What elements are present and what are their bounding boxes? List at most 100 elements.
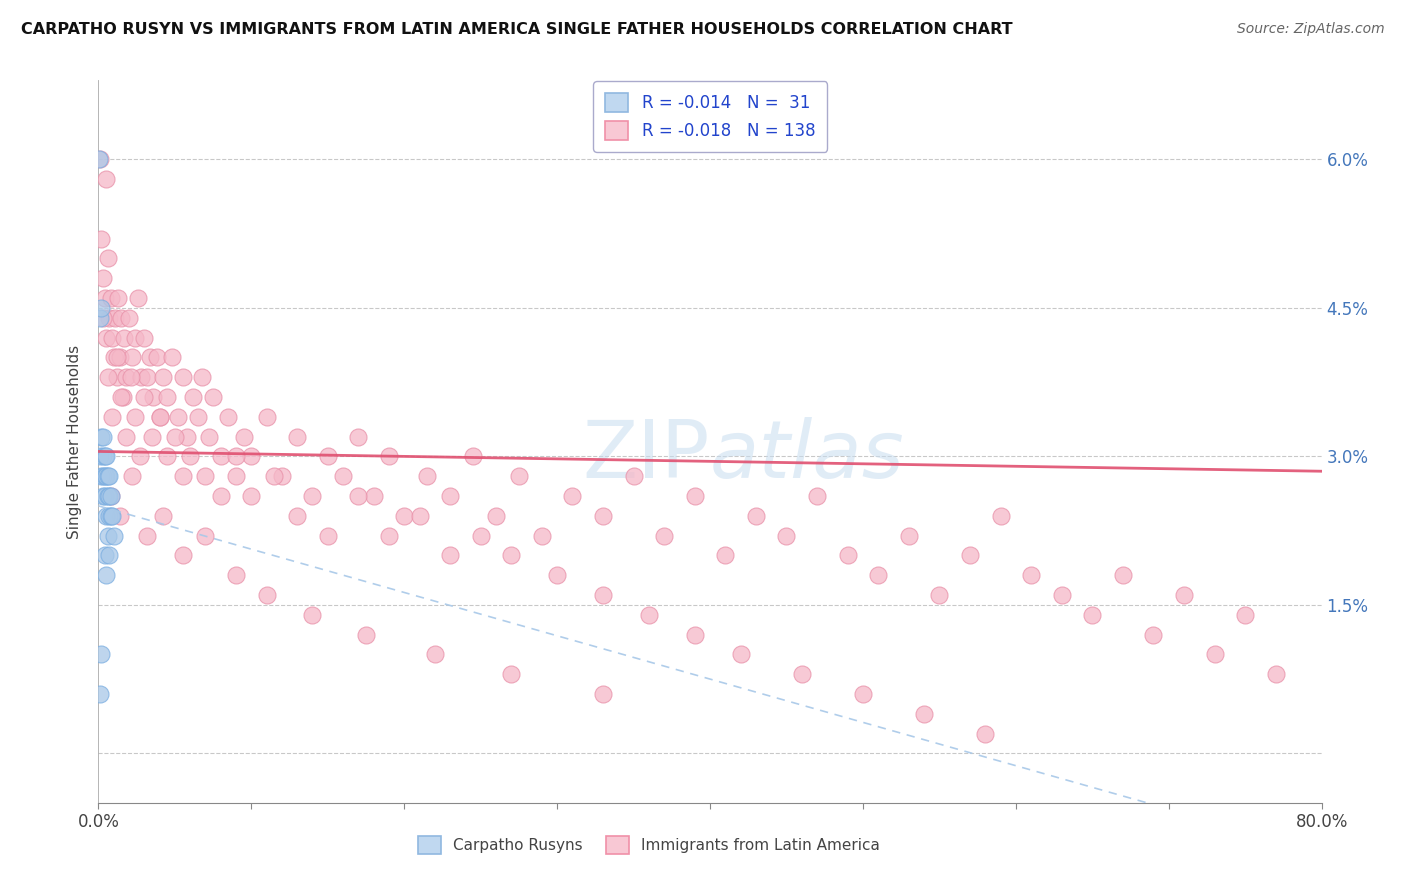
Point xyxy=(176,429,198,443)
Point xyxy=(124,409,146,424)
Point xyxy=(127,291,149,305)
Y-axis label: Single Father Households: Single Father Households xyxy=(67,344,83,539)
Point xyxy=(163,429,186,443)
Point xyxy=(332,469,354,483)
Point xyxy=(91,429,114,443)
Point xyxy=(97,370,120,384)
Point xyxy=(416,469,439,483)
Point xyxy=(128,450,150,464)
Point xyxy=(439,549,461,563)
Point xyxy=(1142,627,1164,641)
Point xyxy=(91,469,114,483)
Point xyxy=(149,409,172,424)
Point xyxy=(508,469,530,483)
Point xyxy=(501,549,523,563)
Point xyxy=(167,409,190,424)
Point xyxy=(1173,588,1195,602)
Point xyxy=(97,469,120,483)
Point xyxy=(91,310,114,325)
Point xyxy=(105,351,128,365)
Point xyxy=(94,568,117,582)
Point xyxy=(104,310,127,325)
Point xyxy=(990,508,1012,523)
Point xyxy=(152,370,174,384)
Point xyxy=(134,330,156,344)
Text: ZIP: ZIP xyxy=(582,417,710,495)
Point xyxy=(90,301,112,315)
Point xyxy=(172,370,194,384)
Point xyxy=(637,607,661,622)
Point xyxy=(139,351,162,365)
Point xyxy=(1204,648,1226,662)
Point xyxy=(790,667,813,681)
Point xyxy=(100,489,122,503)
Point xyxy=(110,390,132,404)
Point xyxy=(240,450,263,464)
Point xyxy=(115,370,138,384)
Point xyxy=(181,390,204,404)
Point xyxy=(156,450,179,464)
Point xyxy=(546,568,568,582)
Point xyxy=(806,489,828,503)
Point xyxy=(97,252,120,266)
Point xyxy=(101,409,124,424)
Point xyxy=(868,568,890,582)
Point xyxy=(240,489,263,503)
Point xyxy=(118,310,141,325)
Point xyxy=(974,726,997,740)
Point xyxy=(194,528,217,542)
Point xyxy=(112,330,135,344)
Point xyxy=(209,489,232,503)
Point xyxy=(1081,607,1104,622)
Text: atlas: atlas xyxy=(710,417,905,495)
Point xyxy=(197,429,219,443)
Point xyxy=(561,489,583,503)
Point xyxy=(98,310,121,325)
Point xyxy=(100,291,122,305)
Point xyxy=(160,351,183,365)
Point xyxy=(172,549,194,563)
Point xyxy=(145,351,167,365)
Point xyxy=(136,528,159,542)
Point xyxy=(501,667,523,681)
Point xyxy=(98,469,121,483)
Point xyxy=(592,588,614,602)
Point xyxy=(94,172,117,186)
Legend: Carpatho Rusyns, Immigrants from Latin America: Carpatho Rusyns, Immigrants from Latin A… xyxy=(412,830,886,860)
Point xyxy=(225,568,247,582)
Point xyxy=(111,390,134,404)
Point xyxy=(347,489,370,503)
Point xyxy=(1264,667,1286,681)
Point xyxy=(97,528,120,542)
Point xyxy=(316,528,339,542)
Point xyxy=(378,528,401,542)
Point xyxy=(134,390,156,404)
Point xyxy=(91,489,114,503)
Point xyxy=(1234,607,1257,622)
Point xyxy=(461,450,484,464)
Point xyxy=(191,370,214,384)
Point xyxy=(97,489,120,503)
Point xyxy=(652,528,675,542)
Point xyxy=(928,588,950,602)
Point xyxy=(347,429,370,443)
Point xyxy=(101,508,124,523)
Point xyxy=(683,489,706,503)
Point xyxy=(194,469,217,483)
Point xyxy=(354,627,377,641)
Point xyxy=(1112,568,1135,582)
Point xyxy=(209,450,232,464)
Point xyxy=(363,489,385,503)
Point xyxy=(107,291,129,305)
Point xyxy=(94,469,117,483)
Point xyxy=(202,390,225,404)
Point xyxy=(124,330,146,344)
Point xyxy=(623,469,645,483)
Point xyxy=(129,370,152,384)
Point xyxy=(852,687,875,701)
Point xyxy=(103,351,125,365)
Point xyxy=(90,429,112,443)
Point xyxy=(179,450,201,464)
Point xyxy=(93,549,115,563)
Point xyxy=(89,153,111,167)
